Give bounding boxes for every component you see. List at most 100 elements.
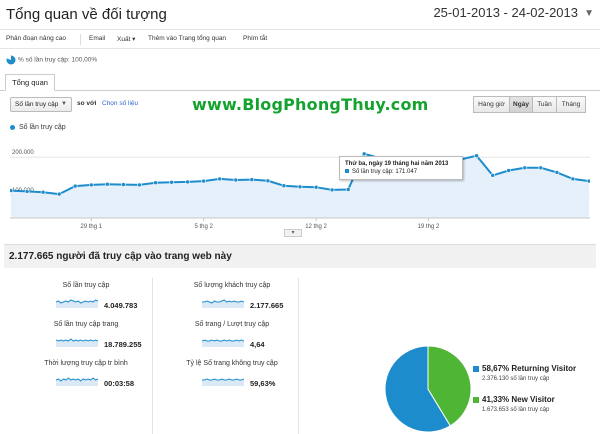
stat-visitors[interactable]: Số lượng khách truy cập 2.177.665 — [180, 282, 310, 322]
new-pct: 41,33% — [482, 395, 510, 404]
report-toolbar: Phân đoạn nâng cao Email Xuất ▾ Thêm vào… — [0, 29, 600, 49]
stat-label: Số lần truy cập trang — [53, 321, 119, 328]
stat-bounce-rate[interactable]: Tỷ lệ Số trang không truy cập 59,63% — [180, 360, 310, 400]
tab-overview[interactable]: Tổng quan — [5, 74, 55, 91]
stat-value: 59,63% — [250, 379, 276, 388]
legend-label: Số lần truy cập — [19, 124, 66, 131]
data-point[interactable] — [137, 182, 142, 188]
sparkline-area — [202, 379, 244, 386]
sparkline-line — [56, 338, 98, 342]
sparkline — [202, 299, 244, 308]
sparkline-line — [202, 378, 244, 381]
visitor-type-pie[interactable] — [383, 344, 473, 434]
stat-label: Số lần truy cập — [62, 282, 110, 289]
x-tick-label: 19 thg 2 — [418, 224, 440, 230]
metric-select-value: Số lần truy cập — [15, 101, 59, 108]
returning-name: Returning Visitor — [511, 364, 577, 373]
data-point[interactable] — [201, 178, 206, 184]
tab-bar: Tổng quan — [0, 72, 600, 91]
stat-avg-duration[interactable]: Thời lượng truy cập tr bình 00:03:58 — [34, 360, 164, 400]
advanced-segments-button[interactable]: Phân đoạn nâng cao — [6, 35, 66, 42]
data-point[interactable] — [297, 184, 303, 190]
returning-pct: 58,67% — [482, 364, 510, 373]
sparkline-line — [202, 339, 244, 342]
data-point[interactable] — [474, 153, 479, 159]
data-point[interactable] — [329, 187, 335, 193]
add-to-dashboard-button[interactable]: Thêm vào Trang tổng quan — [148, 35, 227, 42]
pie-legend-new: 41,33% New Visitor 1.673.653 số lần truy… — [473, 395, 555, 413]
data-point[interactable] — [345, 187, 351, 192]
data-point[interactable] — [185, 179, 190, 185]
new-visits: 1.673.653 số lần truy cập — [482, 407, 550, 413]
data-point[interactable] — [217, 176, 222, 182]
sparkline-line — [56, 299, 98, 304]
summary-headline: 2.177.665 người đã truy cập vào trang we… — [9, 251, 232, 262]
data-point[interactable] — [506, 168, 512, 173]
stat-label: Tỷ lệ Số trang không truy cập — [186, 360, 278, 367]
pie-slice-returning[interactable] — [384, 345, 451, 433]
period-week-button[interactable]: Tuần — [532, 96, 557, 113]
export-button[interactable]: Xuất ▾ — [117, 36, 136, 43]
stat-visits[interactable]: Số lần truy cập 4.049.783 — [34, 282, 164, 322]
data-point[interactable] — [586, 178, 590, 184]
toolbar-divider — [80, 34, 81, 45]
data-point[interactable] — [72, 183, 78, 189]
data-point[interactable] — [265, 178, 271, 184]
data-point[interactable] — [24, 189, 30, 194]
period-day-button[interactable]: Ngày — [509, 96, 533, 113]
chart-tooltip: Thứ ba, ngày 19 tháng hai năm 2013 Số lầ… — [339, 156, 463, 180]
data-point[interactable] — [233, 177, 239, 183]
sparkline-line — [56, 377, 98, 382]
stat-label: Số lượng khách truy cập — [193, 282, 271, 289]
stat-value: 2.177.665 — [250, 301, 284, 310]
pie-slice-new[interactable] — [427, 345, 472, 427]
x-tick-label: 12 thg 2 — [305, 224, 327, 230]
data-point[interactable] — [361, 151, 367, 157]
x-tick-label: 29 thg 1 — [80, 224, 102, 230]
data-point[interactable] — [281, 183, 287, 189]
data-point[interactable] — [554, 170, 560, 175]
stat-pageviews[interactable]: Số lần truy cập trang 18.789.255 — [34, 321, 164, 361]
sparkline — [202, 339, 244, 347]
legend-marker — [10, 124, 15, 130]
data-point[interactable] — [40, 189, 46, 195]
data-point[interactable] — [538, 165, 544, 171]
chevron-down-icon[interactable]: ▼ — [584, 8, 594, 19]
versus-label: so với — [77, 100, 97, 107]
stat-pages-per-visit[interactable]: Số trang / Lượt truy cập 4,64 — [180, 321, 310, 361]
sparkline-area — [202, 340, 244, 347]
sparkline — [56, 338, 98, 347]
watermark: www.BlogPhongThuy.com — [192, 95, 429, 114]
data-point[interactable] — [249, 177, 255, 182]
data-point[interactable] — [105, 181, 110, 187]
data-point[interactable] — [522, 165, 528, 171]
data-point[interactable] — [56, 191, 62, 197]
sparkline — [56, 377, 98, 386]
chevron-down-icon: ▼ — [61, 101, 67, 107]
period-month-button[interactable]: Tháng — [556, 96, 586, 113]
shortcut-button[interactable]: Phím tắt — [243, 35, 268, 42]
metric-select[interactable]: Số lần truy cập ▼ — [10, 97, 72, 112]
data-point[interactable] — [169, 179, 174, 185]
data-point[interactable] — [313, 184, 319, 190]
period-hourly-button[interactable]: Hàng giờ — [473, 96, 510, 113]
date-range-picker[interactable]: 25-01-2013 - 24-02-2013 — [433, 5, 578, 20]
chart-resize-handle[interactable]: ▾ — [284, 229, 302, 237]
legend-marker — [473, 396, 479, 403]
tooltip-marker — [345, 169, 349, 173]
data-point[interactable] — [89, 182, 94, 188]
data-point[interactable] — [570, 176, 576, 182]
page-title: Tổng quan về đối tượng — [6, 6, 167, 23]
email-button[interactable]: Email — [89, 35, 106, 42]
data-point[interactable] — [490, 173, 496, 178]
y-tick-label: 200.000 — [12, 150, 34, 156]
returning-visits: 2.376.130 số lần truy cập — [482, 376, 550, 382]
data-point[interactable] — [10, 188, 14, 193]
choose-metric-link[interactable]: Chọn số liệu — [102, 100, 139, 107]
stat-divider — [152, 278, 153, 434]
data-point[interactable] — [121, 182, 126, 187]
segment-percentage: % số lần truy cập: 100,00% — [6, 55, 97, 65]
sparkline — [56, 299, 98, 308]
data-point[interactable] — [153, 180, 158, 186]
